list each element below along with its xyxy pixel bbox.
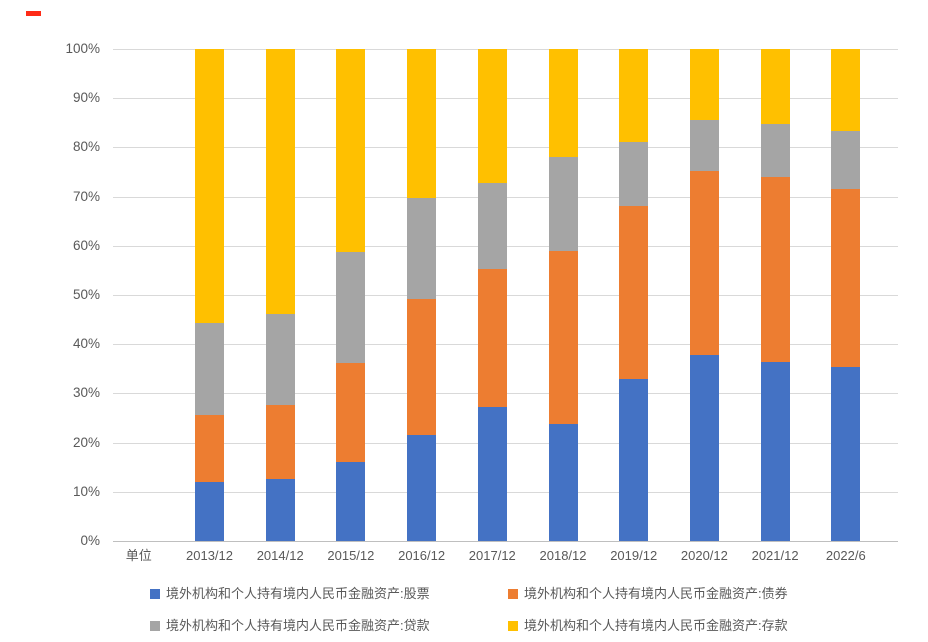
legend-swatch-stocks xyxy=(150,589,160,599)
bar-segment-stocks-2017/12 xyxy=(477,406,507,541)
bar-segment-loans-2018/12 xyxy=(548,156,578,252)
bar-segment-loans-2015/12 xyxy=(336,252,366,363)
bar-segment-loans-2021/12 xyxy=(760,124,790,177)
red-dash-annotation xyxy=(26,11,41,16)
x-tick-label-2017/12: 2017/12 xyxy=(468,548,516,563)
bar-segment-deposits-2015/12 xyxy=(336,49,366,253)
y-tick-label-90pct: 90% xyxy=(72,90,100,106)
bar-segment-deposits-2020/12 xyxy=(689,49,719,120)
legend-label-bonds: 境外机构和个人持有境内人民币金融资产:债券 xyxy=(524,586,788,601)
bar-segment-loans-2022/6 xyxy=(831,131,861,189)
x-tick-label-2014/12: 2014/12 xyxy=(256,548,304,563)
bar-segment-bonds-2019/12 xyxy=(619,206,649,380)
bar-segment-deposits-2018/12 xyxy=(548,49,578,157)
legend-swatch-deposits xyxy=(508,621,518,631)
x-tick-label-2013/12: 2013/12 xyxy=(186,548,233,563)
bar-segment-bonds-2013/12 xyxy=(195,414,224,482)
bar-segment-deposits-2016/12 xyxy=(407,49,437,198)
bar-segment-loans-2014/12 xyxy=(265,313,295,405)
x-tick-label-2022/6: 2022/6 xyxy=(825,548,866,563)
x-tick-label-2021/12: 2021/12 xyxy=(751,548,799,563)
bar-segment-bonds-2015/12 xyxy=(336,362,366,462)
bar-segment-loans-2017/12 xyxy=(477,183,507,269)
y-tick-label-10pct: 10% xyxy=(72,483,100,499)
y-tick-label-50pct: 50% xyxy=(72,287,100,302)
bar-segment-loans-2013/12 xyxy=(195,323,224,415)
legend-item-stocks: 境外机构和个人持有境内人民币金融资产:股票 xyxy=(150,586,430,602)
bar-segment-deposits-2014/12 xyxy=(265,49,295,314)
bar-segment-bonds-2014/12 xyxy=(265,404,295,479)
y-tick-label-40pct: 40% xyxy=(72,336,100,352)
bar-segment-stocks-2013/12 xyxy=(195,482,224,541)
bar-segment-bonds-2021/12 xyxy=(760,176,790,363)
bar-segment-deposits-2013/12 xyxy=(195,49,224,323)
legend-item-bonds: 境外机构和个人持有境内人民币金融资产:债券 xyxy=(508,586,788,602)
bar-segment-bonds-2016/12 xyxy=(407,298,437,436)
y-tick-label-0pct: 0% xyxy=(80,533,100,548)
y-tick-label-100pct: 100% xyxy=(65,41,100,56)
x-axis-unit-label: 单位 xyxy=(125,548,152,563)
legend-swatch-bonds xyxy=(508,589,518,599)
bar-segment-stocks-2022/6 xyxy=(831,366,861,541)
y-tick-label-20pct: 20% xyxy=(72,434,100,450)
bar-segment-loans-2016/12 xyxy=(407,197,437,299)
legend-label-loans: 境外机构和个人持有境内人民币金融资产:贷款 xyxy=(166,618,430,633)
x-tick-label-2015/12: 2015/12 xyxy=(327,548,375,563)
bar-segment-bonds-2022/6 xyxy=(831,188,861,367)
legend-swatch-loans xyxy=(150,621,160,631)
plot-area xyxy=(113,49,898,542)
legend-item-loans: 境外机构和个人持有境内人民币金融资产:贷款 xyxy=(150,618,430,634)
bar-segment-loans-2019/12 xyxy=(619,141,649,207)
x-tick-label-2016/12: 2016/12 xyxy=(398,548,446,563)
bar-segment-deposits-2019/12 xyxy=(619,49,649,142)
bar-segment-stocks-2019/12 xyxy=(619,379,649,541)
legend-item-deposits: 境外机构和个人持有境内人民币金融资产:存款 xyxy=(508,618,788,634)
y-tick-label-30pct: 30% xyxy=(72,385,100,401)
x-tick-label-2020/12: 2020/12 xyxy=(680,548,728,563)
bar-segment-stocks-2021/12 xyxy=(760,362,790,541)
bar-segment-stocks-2016/12 xyxy=(407,435,437,541)
bar-segment-stocks-2020/12 xyxy=(689,354,719,541)
y-tick-label-80pct: 80% xyxy=(72,139,100,155)
bar-segment-deposits-2017/12 xyxy=(477,49,507,184)
bar-segment-bonds-2020/12 xyxy=(689,171,719,355)
x-tick-label-2018/12: 2018/12 xyxy=(539,548,587,563)
y-tick-label-60pct: 60% xyxy=(72,237,100,253)
x-tick-label-2019/12: 2019/12 xyxy=(610,548,658,563)
bar-segment-bonds-2017/12 xyxy=(477,268,507,407)
bar-segment-stocks-2014/12 xyxy=(265,479,295,541)
bar-segment-deposits-2022/6 xyxy=(831,49,861,132)
bar-segment-deposits-2021/12 xyxy=(760,49,790,125)
y-tick-label-70pct: 70% xyxy=(72,188,100,204)
bar-segment-loans-2020/12 xyxy=(689,119,719,171)
bar-segment-bonds-2018/12 xyxy=(548,251,578,425)
bar-segment-stocks-2015/12 xyxy=(336,461,366,541)
legend-label-stocks: 境外机构和个人持有境内人民币金融资产:股票 xyxy=(166,586,430,601)
legend-label-deposits: 境外机构和个人持有境内人民币金融资产:存款 xyxy=(524,618,788,633)
bar-segment-stocks-2018/12 xyxy=(548,424,578,541)
